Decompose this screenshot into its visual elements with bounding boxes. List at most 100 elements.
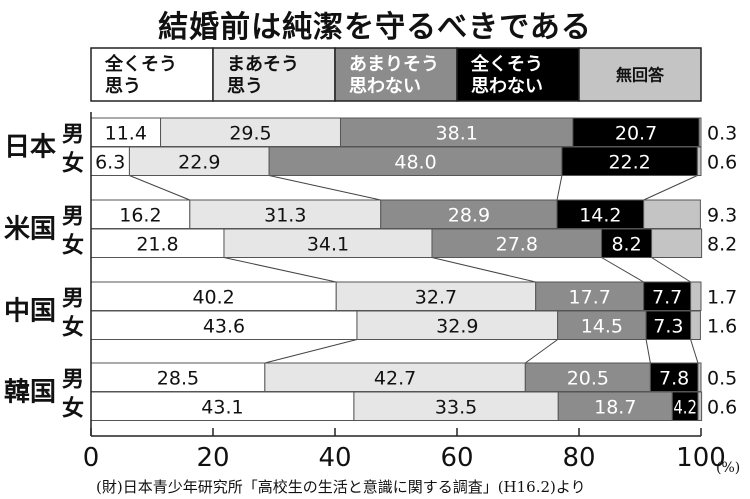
connector-line — [690, 339, 699, 364]
bar-value-label: 43.6 — [203, 315, 245, 337]
bar-value-label: 20.7 — [615, 122, 657, 144]
bar-value-label: 32.7 — [415, 286, 457, 308]
legend-label: 思わない — [349, 76, 421, 97]
bar-value-label: 31.3 — [264, 204, 306, 226]
legend-label: あまりそう — [349, 54, 439, 75]
bar-value-label: 21.8 — [136, 233, 178, 255]
bar-value-label: 42.7 — [374, 367, 416, 389]
connector-line — [431, 257, 536, 283]
connector-line — [645, 339, 651, 364]
bar-segment — [645, 310, 692, 340]
bar-segment — [601, 228, 653, 258]
bar-value-label: 33.5 — [435, 396, 477, 418]
bar-segment — [353, 391, 559, 421]
bar-segment — [189, 199, 382, 229]
no-answer-value-label: 8.2 — [707, 233, 737, 255]
bar-value-label: 28.5 — [157, 367, 199, 389]
x-tick-label: 60 — [440, 443, 473, 473]
bar-value-label: 40.2 — [192, 286, 234, 308]
bar-value-label: 34.1 — [307, 233, 349, 255]
bar-segment — [335, 281, 537, 311]
bar-value-label: 17.7 — [569, 286, 611, 308]
bar-value-label: 18.7 — [594, 396, 636, 418]
bar-value-label: 4.2 — [673, 396, 697, 418]
bar-segment — [698, 117, 702, 147]
legend-swatch — [456, 47, 580, 102]
x-tick-label: 100 — [676, 443, 726, 473]
connector-line — [264, 339, 358, 364]
legend-label: 思う — [227, 76, 263, 97]
bar-value-label: 16.2 — [119, 204, 161, 226]
bar-value-label: 7.8 — [659, 367, 689, 389]
gender-label: 男 — [62, 367, 84, 392]
bar-value-label: 28.9 — [448, 204, 490, 226]
bar-segment — [697, 391, 703, 421]
bar-segment — [572, 117, 700, 147]
gender-label: 男 — [62, 122, 84, 147]
bar-value-label: 38.1 — [436, 122, 478, 144]
bar-segment — [697, 362, 702, 392]
gender-label: 女 — [62, 232, 84, 258]
bar-segment — [696, 146, 702, 176]
no-answer-value-label: 0.3 — [707, 122, 737, 144]
legend-label: 全くそう — [470, 53, 543, 75]
bar-segment — [651, 228, 703, 258]
no-answer-value-label: 9.3 — [707, 204, 737, 226]
bar-value-label: 22.2 — [608, 151, 650, 173]
legend-label: まあそう — [227, 54, 299, 75]
gender-label: 女 — [62, 150, 84, 176]
connector-line — [525, 339, 558, 364]
bar-value-label: 29.5 — [229, 122, 271, 144]
bar-value-label: 27.8 — [496, 233, 538, 255]
bar-segment — [90, 281, 337, 311]
connector-line — [556, 175, 563, 201]
gender-label: 女 — [62, 395, 84, 421]
bar-segment — [671, 391, 699, 421]
country-label: 韓国 — [4, 378, 56, 408]
bar-value-label: 43.1 — [201, 396, 243, 418]
bar-segment — [339, 117, 574, 147]
bar-segment — [643, 199, 701, 229]
legend-swatch — [578, 47, 702, 102]
gender-label: 女 — [62, 314, 84, 340]
bar-value-label: 7.7 — [652, 286, 682, 308]
bar-segment — [690, 310, 701, 340]
bar-value-label: 32.9 — [436, 315, 478, 337]
x-tick-label: 0 — [83, 443, 100, 473]
connector-line — [643, 175, 698, 201]
source-note: (財)日本青少年研究所「高校生の生活と意識に関する調査」(H16.2)より — [96, 478, 586, 496]
bar-segment — [90, 199, 191, 229]
bar-segment — [380, 199, 558, 229]
bar-segment — [690, 281, 702, 311]
connector-line — [269, 175, 381, 201]
chart-title: 結婚前は純潔を守るべきである — [158, 10, 592, 45]
bar-segment — [223, 228, 433, 258]
bar-value-label: 48.0 — [394, 151, 436, 173]
bar-value-label: 11.4 — [105, 122, 147, 144]
legend-label: 全くそう — [104, 53, 177, 75]
bar-value-label: 14.2 — [579, 204, 621, 226]
gender-label: 男 — [62, 204, 84, 229]
x-tick-label: 20 — [196, 443, 229, 473]
country-label: 日本 — [4, 133, 56, 163]
bar-value-label: 7.3 — [653, 315, 683, 337]
unit-label: (%) — [716, 460, 741, 476]
bar-value-label: 14.5 — [581, 315, 623, 337]
gender-label: 男 — [62, 286, 84, 311]
legend-swatch — [212, 47, 336, 102]
no-answer-value-label: 0.6 — [707, 396, 737, 418]
legend-swatch — [334, 47, 458, 102]
legend-label: 思う — [105, 76, 141, 97]
connector-line — [223, 257, 337, 283]
bar-value-label: 20.5 — [567, 367, 609, 389]
bar-value-label: 22.9 — [178, 151, 220, 173]
x-tick-label: 40 — [318, 443, 351, 473]
bar-value-label: 6.3 — [95, 151, 125, 173]
bar-value-label: 8.2 — [611, 233, 641, 255]
connector-line — [129, 175, 191, 201]
bar-segment — [264, 362, 526, 392]
legend-swatch — [90, 47, 214, 102]
x-tick-label: 80 — [562, 443, 595, 473]
bar-segment — [535, 281, 645, 311]
